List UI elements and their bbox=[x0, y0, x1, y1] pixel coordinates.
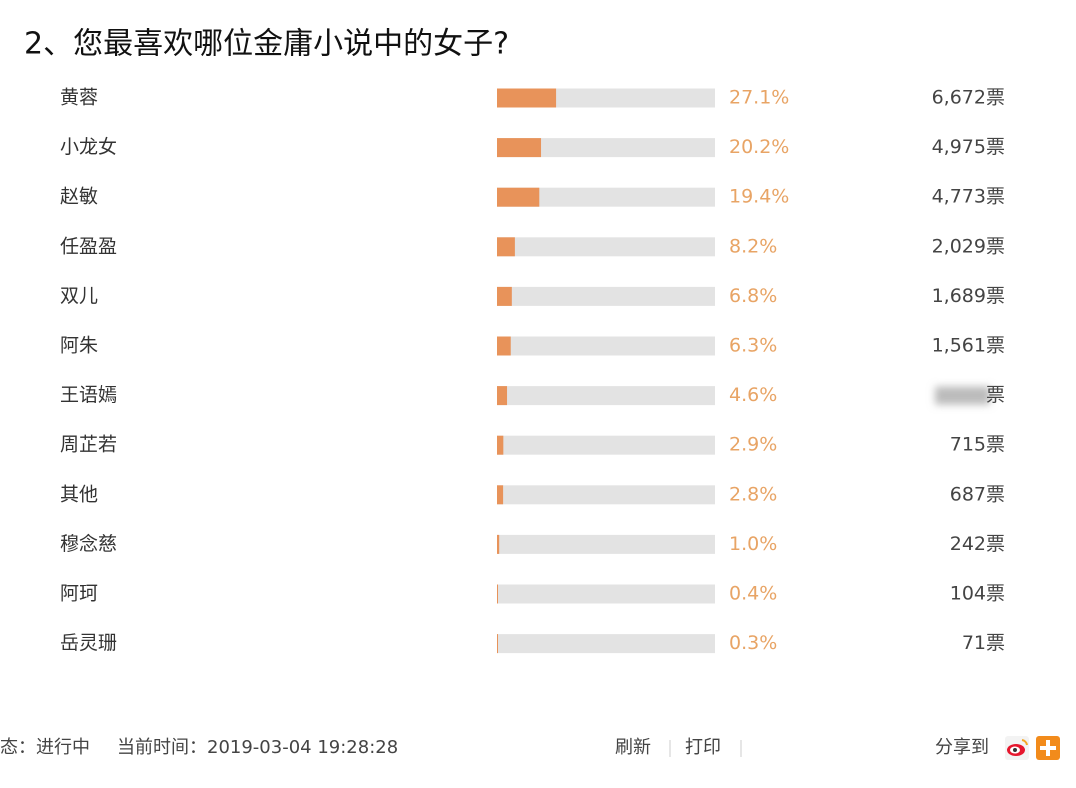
option-name: 双儿 bbox=[60, 285, 98, 307]
vote-count: 71票 bbox=[962, 632, 1005, 654]
percent-label: 20.2% bbox=[729, 136, 789, 158]
bar-track bbox=[497, 435, 715, 455]
percent-label: 4.6% bbox=[729, 384, 777, 406]
vote-count: 715票 bbox=[950, 434, 1005, 456]
option-name: 小龙女 bbox=[60, 136, 117, 158]
option-name: 黄蓉 bbox=[60, 87, 98, 109]
percent-label: 1.0% bbox=[729, 533, 777, 555]
vote-count: 4,773票 bbox=[932, 186, 1005, 208]
bar-track bbox=[497, 534, 715, 554]
bar bbox=[497, 138, 542, 158]
option-name: 阿朱 bbox=[60, 335, 98, 357]
bar-track bbox=[497, 584, 715, 604]
percent-label: 0.3% bbox=[729, 632, 777, 654]
bar-track bbox=[497, 187, 715, 207]
bar-track bbox=[497, 634, 715, 654]
option-name: 赵敏 bbox=[60, 186, 98, 208]
bar-track bbox=[497, 485, 715, 505]
plus-icon[interactable] bbox=[1036, 736, 1060, 760]
vote-count: 1,689票 bbox=[932, 285, 1005, 307]
option-name: 其他 bbox=[60, 483, 98, 505]
bar bbox=[497, 534, 500, 554]
percent-label: 2.9% bbox=[729, 434, 777, 456]
blurred-count bbox=[935, 386, 990, 405]
poll-title: 2、您最喜欢哪位金庸小说中的女子? bbox=[24, 27, 509, 62]
option-name: 王语嫣 bbox=[60, 384, 117, 406]
bar bbox=[497, 336, 511, 356]
bar-track bbox=[497, 386, 715, 406]
percent-label: 8.2% bbox=[729, 235, 777, 257]
percent-label: 6.3% bbox=[729, 335, 777, 357]
vote-count: 1,561票 bbox=[932, 335, 1005, 357]
percent-label: 0.4% bbox=[729, 583, 777, 605]
bar bbox=[497, 435, 504, 455]
vote-count: 6,672票 bbox=[932, 87, 1005, 109]
percent-label: 19.4% bbox=[729, 186, 789, 208]
option-name: 阿珂 bbox=[60, 583, 98, 605]
share-label: 分享到 bbox=[935, 737, 989, 758]
bar-track bbox=[497, 138, 715, 158]
percent-label: 6.8% bbox=[729, 285, 777, 307]
bar bbox=[497, 485, 504, 505]
option-name: 穆念慈 bbox=[60, 532, 117, 555]
bar bbox=[497, 386, 508, 406]
option-name: 岳灵珊 bbox=[60, 632, 117, 654]
vote-count: 票 bbox=[986, 384, 1005, 406]
vote-count: 242票 bbox=[950, 533, 1005, 555]
bar bbox=[497, 187, 540, 207]
bar bbox=[497, 634, 498, 654]
vote-count: 2,029票 bbox=[932, 235, 1005, 257]
weibo-icon[interactable] bbox=[1005, 736, 1029, 760]
option-name: 周芷若 bbox=[60, 434, 117, 456]
current-time: 当前时间：2019-03-04 19:28:28 bbox=[117, 737, 398, 758]
vote-count: 104票 bbox=[950, 583, 1005, 605]
percent-label: 27.1% bbox=[729, 87, 789, 109]
bar-track bbox=[497, 286, 715, 306]
print-link[interactable]: 打印 bbox=[685, 737, 721, 758]
refresh-link[interactable]: 刷新 bbox=[615, 737, 651, 758]
bar-track bbox=[497, 237, 715, 257]
bar-track bbox=[497, 336, 715, 356]
status: 态：进行中 bbox=[0, 737, 90, 758]
bar bbox=[497, 584, 498, 604]
option-name: 任盈盈 bbox=[60, 235, 117, 257]
bar bbox=[497, 88, 557, 108]
vote-count: 4,975票 bbox=[932, 136, 1005, 158]
percent-label: 2.8% bbox=[729, 483, 777, 505]
bar bbox=[497, 237, 515, 257]
vote-count: 687票 bbox=[950, 483, 1005, 505]
bar bbox=[497, 286, 512, 306]
